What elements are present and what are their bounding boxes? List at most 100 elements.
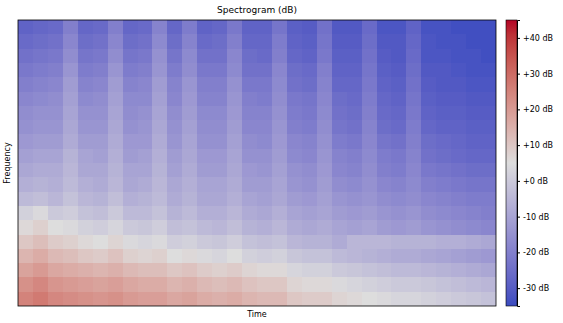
cell [33,163,49,178]
cell [63,49,79,64]
cell [347,220,363,235]
cell [391,263,407,278]
cell [197,263,213,278]
cell [451,106,467,121]
cell [421,163,437,178]
cell [123,206,139,221]
cell [421,49,437,64]
cell [167,206,183,221]
cell [377,92,393,107]
cell [451,120,467,135]
cell [197,34,213,49]
cell [451,63,467,78]
cell [182,192,198,207]
cell [391,92,407,107]
cell [182,206,198,221]
cell [287,220,303,235]
cell [227,49,243,64]
cell [257,149,273,164]
cell [481,149,496,164]
cell [167,134,183,149]
cell [152,106,168,121]
cell [257,249,273,264]
cell [332,192,348,207]
cell [391,63,407,78]
cell [18,249,34,264]
cell [466,235,482,250]
cell [78,77,94,92]
cell [242,192,258,207]
cell [481,120,496,135]
cell [48,134,64,149]
cell [78,220,94,235]
cell [152,235,168,250]
cell [257,92,273,107]
colorbar-tick-mark [517,38,520,39]
cell [272,206,288,221]
cell [18,49,34,64]
cell [33,120,49,135]
cell [18,277,34,292]
cell [302,134,318,149]
cell [108,249,124,264]
cell [451,235,467,250]
cell [123,34,139,49]
cell [212,235,228,250]
cell [78,149,94,164]
cell [377,177,393,192]
cell [287,249,303,264]
cell [406,220,422,235]
cell [287,163,303,178]
cell [33,277,49,292]
cell [108,235,124,250]
cell [138,220,154,235]
cell [93,34,109,49]
cell [18,134,34,149]
cell [78,120,94,135]
cell [257,77,273,92]
cell [123,49,139,64]
cell [212,220,228,235]
cell [197,192,213,207]
cell [167,192,183,207]
cell [377,263,393,278]
cell [167,49,183,64]
cell [242,263,258,278]
cell [421,206,437,221]
cell [138,249,154,264]
cell [212,292,228,306]
cell [317,177,333,192]
cell [212,149,228,164]
cell [406,92,422,107]
cell [227,134,243,149]
cell [406,163,422,178]
cell [451,92,467,107]
cell [123,20,139,35]
cell [391,292,407,306]
cell [272,34,288,49]
cell [347,192,363,207]
cell [108,92,124,107]
cell [227,177,243,192]
cell [391,149,407,164]
cell [138,206,154,221]
cell [272,92,288,107]
cell [63,34,79,49]
cell [152,134,168,149]
cell [63,120,79,135]
cell [167,163,183,178]
cell [18,163,34,178]
cell [272,292,288,306]
colorbar-tick-mark [517,217,520,218]
cell [93,120,109,135]
cell [227,34,243,49]
cell [108,77,124,92]
cell [227,63,243,78]
cell [406,292,422,306]
cell [362,34,378,49]
cell [451,77,467,92]
cell [406,249,422,264]
cell [451,163,467,178]
cell [33,92,49,107]
cell [481,263,496,278]
